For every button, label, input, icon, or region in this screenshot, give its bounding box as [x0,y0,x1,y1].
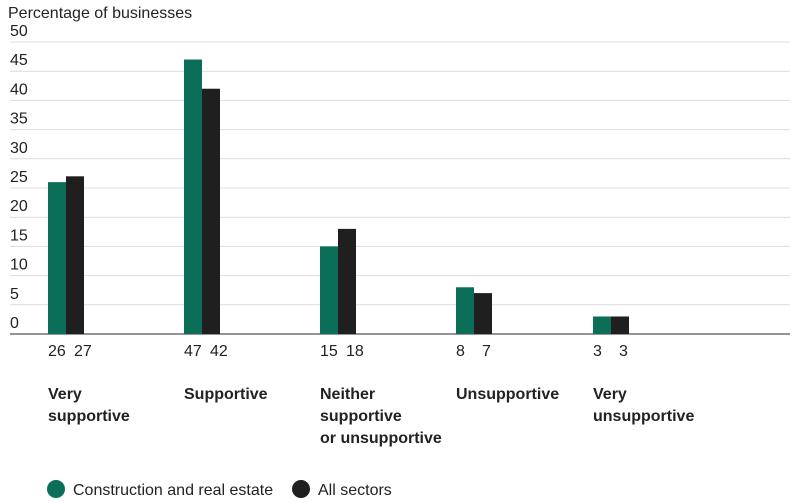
y-tick-label: 50 [10,23,28,40]
y-tick-label: 5 [10,286,19,303]
bar-all-sectors [611,316,629,334]
bar-all-sectors [202,88,220,334]
category-label: unsupportive [593,408,694,425]
category-label: or unsupportive [320,430,442,447]
legend-label: Construction and real estate [73,482,273,499]
category-label: Very [48,386,82,403]
category-label: Very [593,386,627,403]
value-label: 8 [456,343,465,360]
y-tick-label: 40 [10,81,28,98]
legend-label: All sectors [318,482,392,499]
legend-marker-all-sectors [292,480,310,498]
category-label: Supportive [184,386,268,403]
value-label: 15 [320,343,338,360]
bar-construction [593,316,611,334]
bar-all-sectors [474,293,492,334]
category-label: supportive [320,408,402,425]
y-tick-label: 15 [10,227,28,244]
value-label: 47 [184,343,202,360]
category-label: supportive [48,408,130,425]
bar-construction [48,182,66,334]
bar-all-sectors [66,176,84,334]
y-tick-label: 20 [10,198,28,215]
gridlines [10,41,790,335]
bar-construction [320,246,338,334]
category-label: Unsupportive [456,386,559,403]
value-label: 3 [593,343,602,360]
y-tick-label: 10 [10,257,28,274]
bars [48,59,629,335]
y-tick-labels: 0 5 10 15 20 25 30 35 40 45 50 [10,23,28,332]
value-labels: 26 27 47 42 15 18 8 7 3 3 [48,343,628,360]
value-label: 42 [210,343,228,360]
y-tick-label: 30 [10,140,28,157]
value-label: 3 [619,343,628,360]
category-labels: Very supportive Supportive Neither supportiv… [48,386,694,447]
y-tick-label: 45 [10,52,28,69]
value-label: 27 [74,343,92,360]
value-label: 7 [482,343,491,360]
legend-marker-construction [47,480,65,498]
y-axis-title: Percentage of businesses [8,5,192,22]
bar-construction [184,59,202,335]
y-tick-label: 0 [10,315,19,332]
bar-all-sectors [338,228,356,334]
value-label: 26 [48,343,66,360]
y-tick-label: 35 [10,111,28,128]
legend: Construction and real estate All sectors [47,480,392,499]
bar-construction [456,287,474,334]
y-tick-label: 25 [10,169,28,186]
value-label: 18 [346,343,364,360]
category-label: Neither [320,386,375,403]
